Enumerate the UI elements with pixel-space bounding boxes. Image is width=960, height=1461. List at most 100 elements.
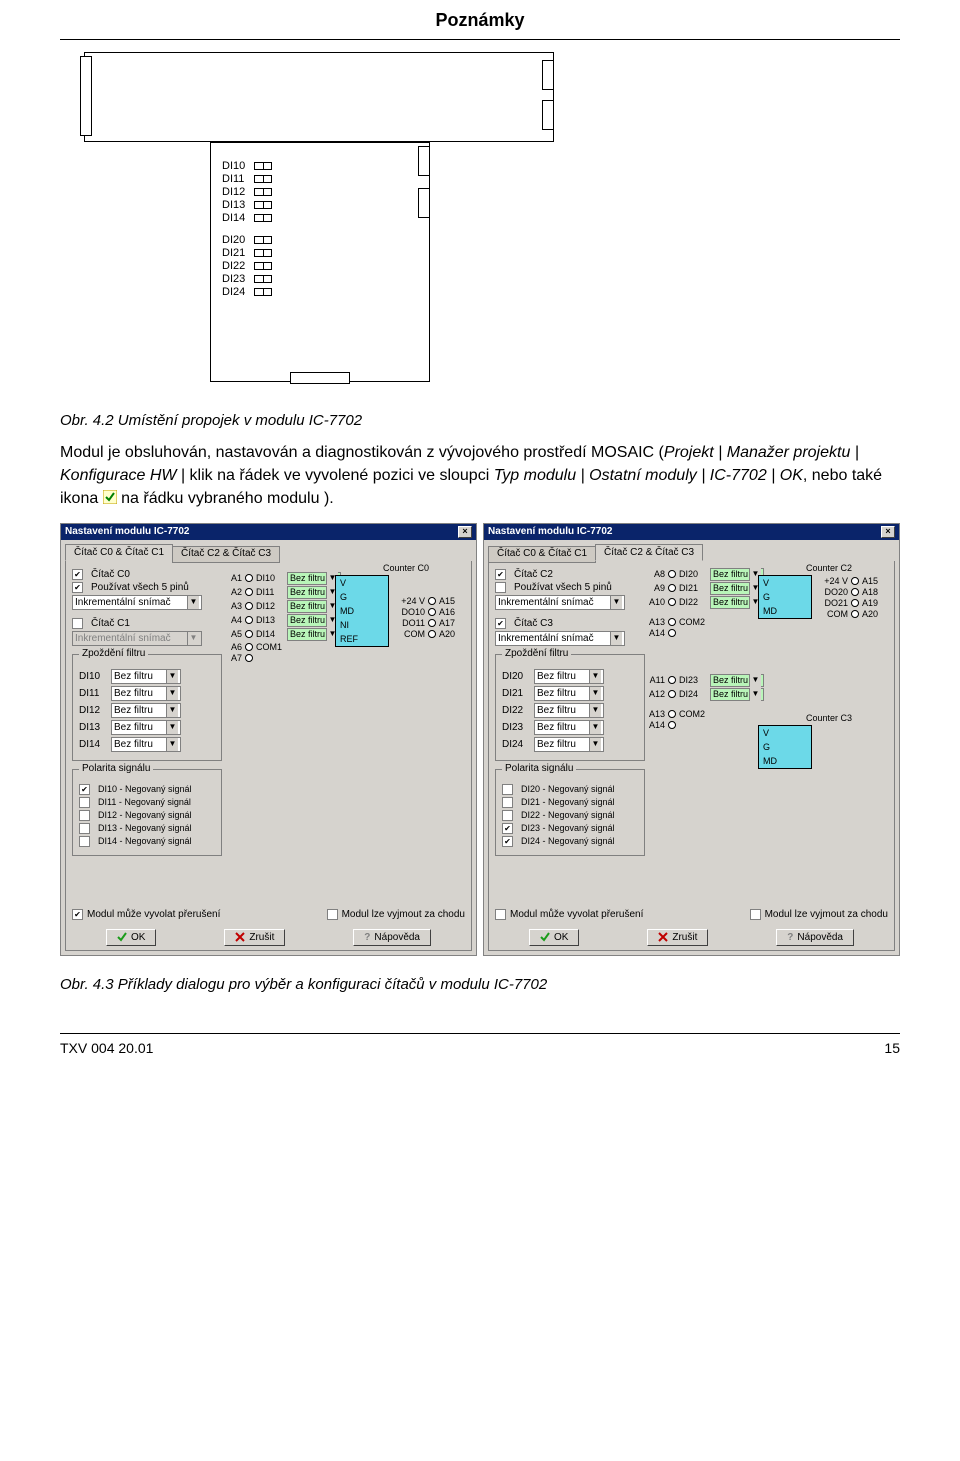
pin-filter-combo[interactable]: Bez filtru▼	[287, 586, 341, 599]
combo-mode-c0[interactable]: Inkrementální snímač▼	[72, 595, 202, 610]
btn-help-b-label: Nápověda	[797, 932, 843, 943]
jumper-label: DI10	[222, 160, 245, 172]
combo-mode-c2[interactable]: Inkrementální snímač▼	[495, 595, 625, 610]
chk-c0-label: Čítač C0	[91, 569, 130, 580]
filter-combo-val: Bez filtru	[537, 688, 576, 699]
footer-left: TXV 004 20.01	[60, 1040, 153, 1056]
filter-label: DI22	[502, 705, 530, 716]
pin-filter-combo[interactable]: Bez filtru▼	[287, 628, 341, 641]
chk-pins-b[interactable]	[495, 582, 506, 593]
pin-d-label: DI23	[679, 675, 707, 685]
filter-combo[interactable]: Bez filtru▼	[111, 686, 181, 701]
counter-c0-title: Counter C0	[383, 563, 429, 573]
terminal-icon	[245, 616, 253, 624]
filter-combo[interactable]: Bez filtru▼	[534, 686, 604, 701]
counter-out-a: A18	[862, 587, 878, 597]
polarity-label: DI10 - Negovaný signál	[98, 784, 192, 794]
polarity-chk[interactable]	[502, 784, 513, 795]
polarity-chk[interactable]	[79, 836, 90, 847]
counter-port: G	[759, 740, 811, 754]
filter-combo-val: Bez filtru	[537, 705, 576, 716]
polarity-chk[interactable]	[79, 797, 90, 808]
pin-filter-combo[interactable]: Bez filtru▼	[710, 568, 764, 581]
pin-filter-combo[interactable]: Bez filtru▼	[710, 582, 764, 595]
chk-c2[interactable]	[495, 569, 506, 580]
tab-c2c3-b[interactable]: Čítač C2 & Čítač C3	[595, 544, 703, 561]
pin-filter-combo[interactable]: Bez filtru▼	[287, 572, 341, 585]
fig42-caption: Obr. 4.2 Umístění propojek v modulu IC-7…	[60, 412, 900, 429]
chk-c2-label: Čítač C2	[514, 569, 553, 580]
filter-combo[interactable]: Bez filtru▼	[534, 703, 604, 718]
counter-port: V	[759, 576, 811, 590]
counter-c0-block: VGMDNIREF	[335, 575, 389, 647]
chk-unplug-b[interactable]	[750, 909, 761, 920]
polarity-chk[interactable]	[502, 823, 513, 834]
counter-out-a: A20	[439, 629, 455, 639]
tab-c0c1[interactable]: Čítač C0 & Čítač C1	[65, 544, 173, 561]
pin-filter-combo[interactable]: Bez filtru▼	[287, 614, 341, 627]
filter-combo[interactable]: Bez filtru▼	[534, 720, 604, 735]
close-icon[interactable]: ×	[458, 526, 472, 538]
gb-polarita: Polarita signálu DI10 - Negovaný signálD…	[72, 769, 222, 856]
jumper-icon	[254, 288, 272, 296]
btn-ok-a[interactable]: OK	[106, 929, 156, 946]
pin-d-label: COM2	[679, 617, 707, 627]
pin-filter-combo[interactable]: Bez filtru▼	[287, 600, 341, 613]
combo-mode-c2-val: Inkrementální snímač	[498, 597, 594, 608]
chk-c1[interactable]	[72, 618, 83, 629]
chk-irq-a[interactable]	[72, 909, 83, 920]
polarity-label: DI14 - Negovaný signál	[98, 836, 192, 846]
btn-ok-b[interactable]: OK	[529, 929, 579, 946]
chk-c1-label: Čítač C1	[91, 618, 130, 629]
jumper-label: DI21	[222, 247, 245, 259]
polarity-chk[interactable]	[502, 797, 513, 808]
btn-cancel-a[interactable]: Zrušit	[224, 929, 285, 946]
counter-out-a: A19	[862, 598, 878, 608]
body-ital2: Typ modulu | Ostatní moduly | IC-7702 | …	[494, 467, 803, 484]
pin-filter-combo[interactable]: Bez filtru▼	[710, 596, 764, 609]
filter-label: DI14	[79, 739, 107, 750]
pin-a-label: A9	[649, 583, 665, 593]
polarity-chk[interactable]	[502, 836, 513, 847]
filter-combo[interactable]: Bez filtru▼	[534, 737, 604, 752]
polarity-label: DI22 - Negovaný signál	[521, 810, 615, 820]
counter-out-label: DO20	[818, 587, 848, 597]
filter-label: DI20	[502, 671, 530, 682]
close-icon[interactable]: ×	[881, 526, 895, 538]
chk-unplug-a[interactable]	[327, 909, 338, 920]
combo-mode-c3[interactable]: Inkrementální snímač▼	[495, 631, 625, 646]
polarity-label: DI21 - Negovaný signál	[521, 797, 615, 807]
polarity-chk[interactable]	[502, 810, 513, 821]
filter-combo[interactable]: Bez filtru▼	[111, 703, 181, 718]
polarity-chk[interactable]	[79, 823, 90, 834]
filter-combo[interactable]: Bez filtru▼	[111, 669, 181, 684]
polarity-label: DI23 - Negovaný signál	[521, 823, 615, 833]
filter-combo[interactable]: Bez filtru▼	[534, 669, 604, 684]
counter-port: G	[759, 590, 811, 604]
chk-irq-b[interactable]	[495, 909, 506, 920]
chk-pins[interactable]	[72, 582, 83, 593]
btn-help-a[interactable]: ?Nápověda	[353, 929, 431, 946]
pin-filter-combo[interactable]: Bez filtru▼	[710, 674, 764, 687]
pin-d-label: DI24	[679, 689, 707, 699]
chk-c3[interactable]	[495, 618, 506, 629]
btn-help-b[interactable]: ?Nápověda	[776, 929, 854, 946]
pin-a-label: A5	[226, 629, 242, 639]
polarity-chk[interactable]	[79, 784, 90, 795]
body-pre: Modul je obsluhován, nastavován a diagno…	[60, 444, 664, 461]
gb-polarita-b-title: Polarita signálu	[502, 763, 576, 774]
pin-a-label: A13	[649, 709, 665, 719]
chk-c0[interactable]	[72, 569, 83, 580]
polarity-chk[interactable]	[79, 810, 90, 821]
btn-cancel-b[interactable]: Zrušit	[647, 929, 708, 946]
jumper-label: DI20	[222, 234, 245, 246]
pin-filter-combo[interactable]: Bez filtru▼	[710, 688, 764, 701]
polarity-label: DI11 - Negovaný signál	[98, 797, 191, 807]
polarity-label: DI20 - Negovaný signál	[521, 784, 615, 794]
filter-combo[interactable]: Bez filtru▼	[111, 737, 181, 752]
filter-combo[interactable]: Bez filtru▼	[111, 720, 181, 735]
jumper-icon	[254, 214, 272, 222]
pin-d-label: DI20	[679, 569, 707, 579]
pin-filter-val: Bez filtru	[713, 569, 748, 579]
body-end: na řádku vybraného modulu ).	[121, 490, 334, 507]
